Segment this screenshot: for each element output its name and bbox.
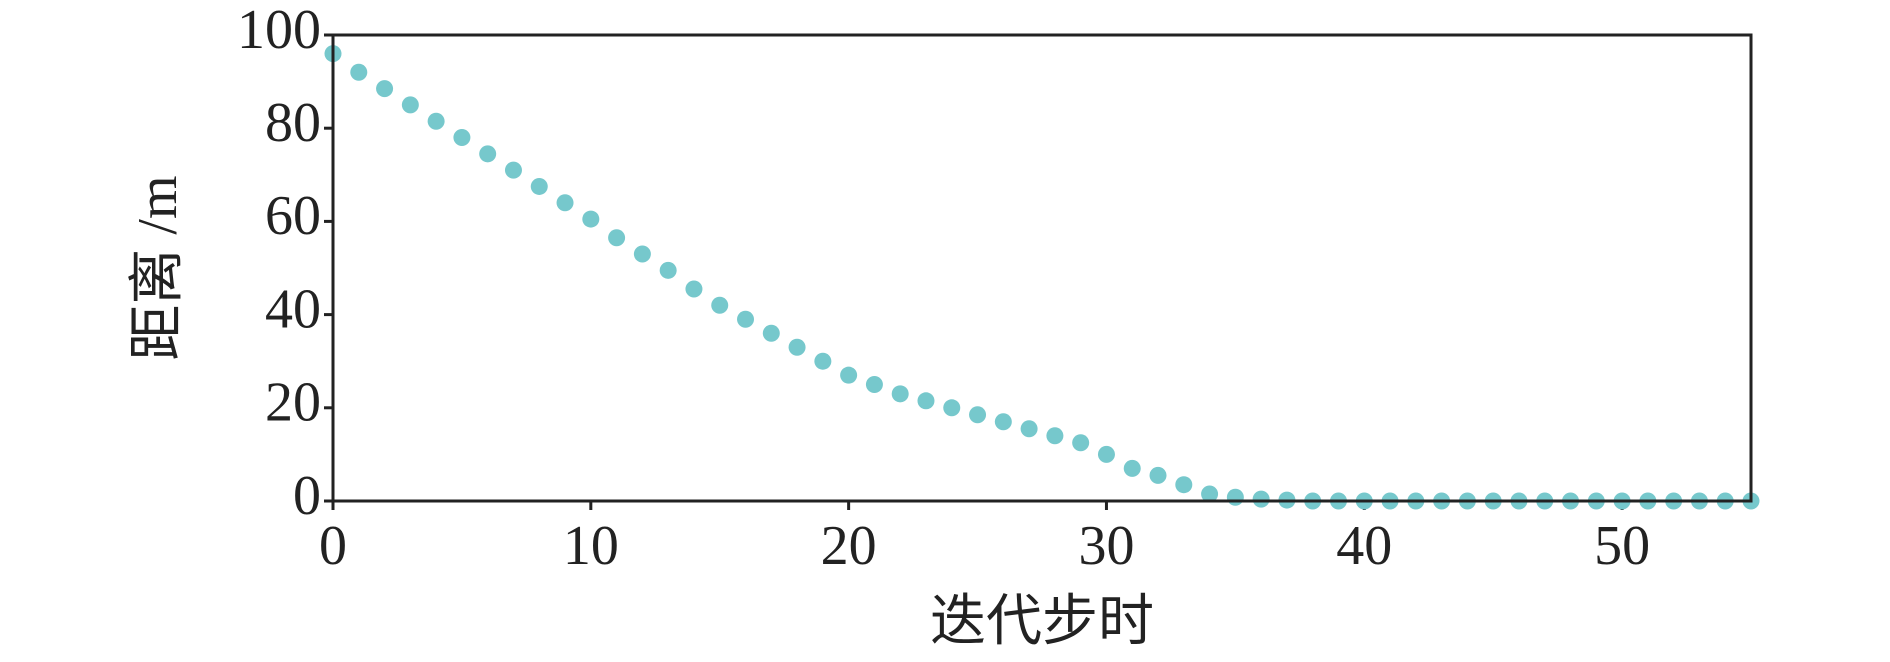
x-tick-label: 20 xyxy=(821,515,877,577)
plot-frame xyxy=(331,33,1753,503)
x-tick-label: 40 xyxy=(1336,515,1392,577)
point xyxy=(427,112,445,130)
point xyxy=(788,338,806,356)
point xyxy=(1072,434,1090,452)
point xyxy=(633,245,651,263)
point xyxy=(1226,488,1244,506)
point xyxy=(556,194,574,212)
point xyxy=(350,63,368,81)
point xyxy=(1123,459,1141,477)
point xyxy=(530,177,548,195)
point xyxy=(453,129,471,147)
point xyxy=(994,413,1012,431)
point xyxy=(1097,445,1115,463)
point xyxy=(582,210,600,228)
point xyxy=(1201,485,1219,503)
x-tick-label: 50 xyxy=(1594,515,1650,577)
x-tick-label: 10 xyxy=(563,515,619,577)
point xyxy=(737,310,755,328)
y-tick-label: 20 xyxy=(265,372,321,434)
point xyxy=(659,261,677,279)
point xyxy=(917,392,935,410)
point xyxy=(1046,427,1064,445)
y-tick-label: 40 xyxy=(265,278,321,340)
point xyxy=(943,399,961,417)
point xyxy=(840,366,858,384)
y-tick-label: 100 xyxy=(237,0,321,61)
point xyxy=(401,96,419,114)
y-tick-label: 60 xyxy=(265,185,321,247)
y-tick-label: 80 xyxy=(265,92,321,154)
point xyxy=(891,385,909,403)
point xyxy=(1252,490,1270,508)
y-tick-label: 0 xyxy=(293,465,321,527)
point xyxy=(969,406,987,424)
point xyxy=(865,376,883,393)
x-tick-label: 0 xyxy=(319,515,347,577)
point xyxy=(376,80,394,98)
point xyxy=(504,161,522,179)
y-axis-label: 距离 /m xyxy=(127,175,189,360)
point xyxy=(711,296,729,314)
point xyxy=(479,145,497,163)
x-tick-label: 30 xyxy=(1078,515,1134,577)
point xyxy=(814,352,832,370)
point xyxy=(1020,420,1038,438)
point xyxy=(608,229,626,247)
point xyxy=(1149,466,1167,484)
point xyxy=(1175,476,1193,494)
point xyxy=(685,280,703,298)
x-axis-label: 迭代步时 xyxy=(930,591,1154,653)
point xyxy=(762,324,780,342)
